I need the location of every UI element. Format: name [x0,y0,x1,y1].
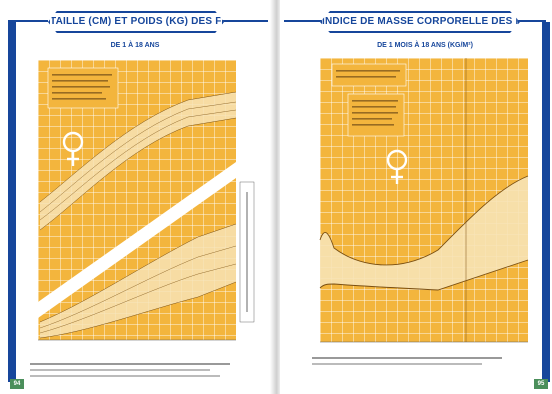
book-gutter [270,0,282,394]
left-title-rule-right [220,20,268,22]
right-title-rule-left [284,20,324,22]
right-title-rule-right [516,20,546,22]
left-title-rule-left [8,20,48,22]
left-page-side-bar [8,22,16,382]
height-weight-curves [38,67,255,341]
right-page-footnotes [312,354,522,365]
right-page-side-bar [542,22,550,382]
female-symbol-icon [386,149,408,184]
left-page-number: 94 [10,379,24,389]
right-page-number: 95 [534,379,548,389]
female-symbol-icon [62,131,84,166]
left-page-title: TAILLE (CM) ET POIDS (KG) DES FILLES [48,11,224,33]
left-page-subtitle: DE 1 À 18 ANS [110,42,160,49]
right-page-subtitle: DE 1 MOIS À 18 ANS (KG/M²) [377,42,473,49]
bmi-curves [319,58,529,343]
right-chart-frame [298,52,536,352]
left-chart-frame [18,52,262,358]
right-page: INDICE DE MASSE CORPORELLE DES FILLES DE… [280,0,552,394]
right-page-title: INDICE DE MASSE CORPORELLE DES FILLES [320,11,520,33]
left-page: TAILLE (CM) ET POIDS (KG) DES FILLES DE … [0,0,272,394]
left-page-footnotes [30,360,250,377]
